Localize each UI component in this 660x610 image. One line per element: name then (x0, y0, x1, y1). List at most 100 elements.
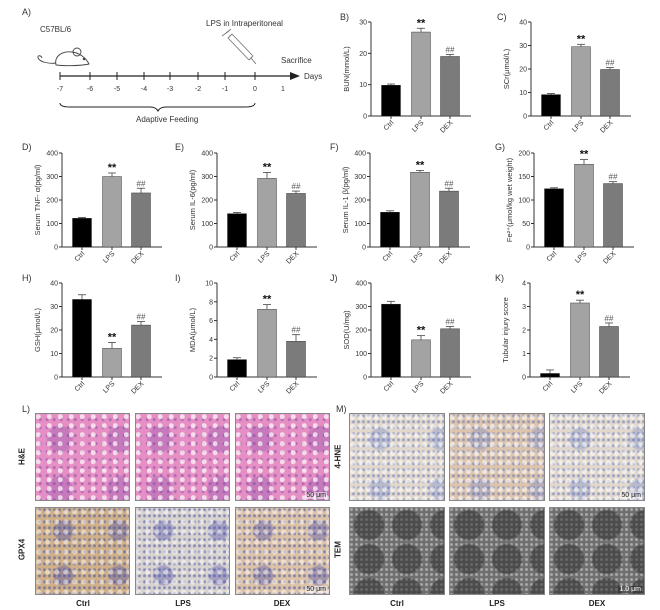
gpx4-dex-image: 50 μm (235, 507, 330, 595)
column-label-dex: DEX (273, 599, 291, 608)
adaptive-feeding-brace (59, 102, 256, 113)
x-tick-label: Ctrl (74, 380, 87, 393)
y-tick-label: 0 (363, 114, 367, 121)
x-tick-label: Ctrl (382, 250, 395, 263)
chart-j: J) 0 100 200 300 400 SOD(U/mg) Ctrl LPS ** DEX ## (330, 273, 471, 396)
x-tick-label: DEX (285, 250, 300, 265)
bar-ctrl (72, 299, 92, 378)
4hne-lps-image (449, 413, 545, 501)
y-tick-label: 50 (522, 221, 530, 228)
significance-marker: ## (137, 179, 146, 188)
y-tick-label: 10 (50, 351, 58, 358)
column-label-dex: DEX (588, 599, 606, 608)
column-label-lps: LPS (175, 599, 191, 608)
row-label-he: H&E (17, 448, 27, 465)
y-tick-label: 2 (209, 356, 213, 363)
significance-marker: ** (108, 331, 117, 343)
significance-marker: ## (605, 314, 614, 323)
significance-marker: ** (580, 149, 589, 161)
chart-d: D) 0 100 200 300 400 Serum TNF- α(pg/ml) Ctrl LP… (22, 142, 162, 266)
panel-label: D) (22, 142, 32, 152)
y-tick-label: 100 (354, 221, 366, 228)
y-axis-label: SCr(μmol/L) (502, 48, 511, 89)
y-tick-label: 100 (518, 198, 530, 205)
x-tick-label: DEX (599, 119, 614, 134)
x-tick-label: DEX (598, 380, 613, 395)
y-tick-label: 400 (201, 151, 213, 158)
y-axis-label: MDA(μmol/L) (188, 307, 197, 352)
chart-h: H) 0 10 20 30 40 GSH(μmol/L) Ctrl LPS ** DEX ## (22, 273, 162, 396)
y-tick-label: 200 (518, 151, 530, 158)
sacrifice-label: Sacrifice (281, 56, 312, 65)
chart-c: C) 0 10 20 30 40 SCr(μmol/L) Ctrl LPS ** DEX ## (497, 12, 631, 135)
y-tick-label: 6 (209, 318, 213, 325)
panel-label-l: L) (22, 404, 31, 414)
day-tick-label: -1 (222, 86, 228, 93)
day-tick-label: -5 (114, 86, 120, 93)
y-axis-label: Serum TNF- α(pg/ml) (33, 164, 42, 235)
y-tick-label: 40 (50, 281, 58, 288)
y-tick-label: 30 (519, 43, 527, 50)
bar-dex (603, 183, 623, 248)
bar-lps (571, 46, 591, 117)
tem-scale-bar-label: 1.0 μm (618, 586, 642, 593)
bar-ctrl (381, 303, 401, 378)
bar-dex (286, 341, 306, 378)
bar-lps (257, 178, 277, 248)
significance-marker: ## (292, 182, 301, 191)
significance-marker: ** (417, 325, 426, 337)
significance-marker: ** (417, 17, 426, 29)
bar-dex (440, 328, 460, 378)
x-tick-label: LPS (574, 250, 589, 265)
significance-marker: ** (108, 162, 117, 174)
panel-label: B) (340, 12, 349, 22)
row-label-tem: TEM (333, 541, 343, 558)
significance-marker: ## (446, 317, 455, 326)
significance-marker: ** (263, 162, 272, 174)
panel-label: C) (497, 12, 507, 22)
significance-marker: ## (609, 173, 618, 182)
bar-lps (411, 339, 431, 378)
mouse-icon (37, 47, 90, 67)
4hne-ctrl-image (349, 413, 445, 501)
y-tick-label: 3 (522, 304, 526, 311)
bar-lps (102, 176, 122, 248)
x-tick-label: LPS (257, 250, 272, 265)
y-tick-label: 30 (359, 20, 367, 27)
y-axis-label: Fe²⁺(μmol/kg wet weight) (505, 157, 514, 242)
adaptive-feeding-label: Adaptive Feeding (136, 115, 199, 124)
bar-dex (599, 326, 619, 378)
y-tick-label: 300 (46, 174, 58, 181)
he-lps-image (135, 413, 230, 501)
y-tick-label: 0 (54, 245, 58, 252)
y-tick-label: 20 (519, 67, 527, 74)
bar-ctrl (540, 373, 560, 378)
tem-lps-image (449, 507, 545, 595)
bar-dex (600, 69, 620, 117)
y-tick-label: 1 (522, 351, 526, 358)
bar-lps (574, 164, 594, 248)
bar-lps (411, 31, 431, 117)
significance-marker: ## (606, 59, 615, 68)
bar-lps (257, 309, 277, 378)
tem-dex-image: 1.0 μm (549, 507, 645, 595)
bar-dex (286, 193, 306, 248)
row-label-4hne: 4-HNE (333, 444, 343, 469)
significance-marker: ## (446, 46, 455, 55)
chart-i: I) 0 2 4 6 8 10 MDA(μmol/L) Ctrl LPS ** DEX ## (175, 273, 317, 396)
x-tick-label: Ctrl (542, 380, 555, 393)
y-tick-label: 100 (201, 221, 213, 228)
column-label-ctrl: Ctrl (390, 599, 404, 608)
bar-dex (131, 192, 151, 248)
y-tick-label: 400 (46, 151, 58, 158)
significance-marker: ## (445, 179, 454, 188)
y-tick-label: 40 (519, 20, 527, 27)
scale-bar-label: 50 μm (305, 492, 327, 499)
y-tick-label: 300 (354, 174, 366, 181)
he-dex-image: 50 μm (235, 413, 330, 501)
bar-ctrl (380, 212, 400, 248)
panel-label: I) (175, 273, 181, 283)
y-tick-label: 200 (46, 198, 58, 205)
bar-lps (570, 302, 590, 378)
x-tick-label: LPS (257, 380, 272, 395)
